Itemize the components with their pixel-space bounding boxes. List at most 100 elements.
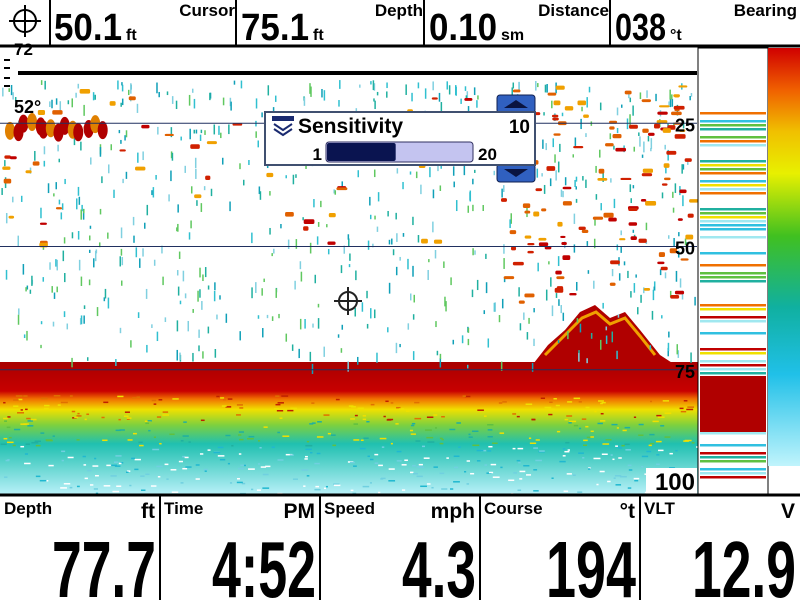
- sonar-speck: [269, 227, 271, 235]
- sonar-speck: [582, 176, 584, 181]
- bottom-speck: [156, 465, 163, 468]
- sonar-speck: [300, 271, 303, 282]
- fish-return: [678, 85, 688, 88]
- sonar-speck: [369, 196, 371, 206]
- bottom-speck: [117, 395, 124, 398]
- sonar-speck: [122, 178, 124, 184]
- sonar-speck: [257, 140, 259, 148]
- bottom-speck: [250, 488, 254, 491]
- sonar-speck: [444, 296, 446, 307]
- bottom-speck: [240, 464, 247, 467]
- bottom-speck: [290, 407, 297, 410]
- a-scope-band: [700, 220, 766, 223]
- bottom-speck: [487, 429, 493, 431]
- bottom-speck: [3, 417, 9, 420]
- sonar-speck: [175, 100, 178, 110]
- sonar-speck: [75, 92, 77, 98]
- sonar-speck: [80, 209, 82, 220]
- sonar-speck: [207, 326, 210, 334]
- bottom-speck: [572, 474, 576, 476]
- a-scope-band: [700, 420, 766, 424]
- bottom-speck: [526, 474, 532, 476]
- sonar-speck: [188, 232, 191, 240]
- fish-return: [609, 126, 615, 130]
- bottom-speck: [424, 429, 432, 431]
- bottom-value: 4:52: [212, 525, 316, 600]
- sensitivity-icon: [272, 116, 294, 137]
- sonar-speck: [4, 160, 6, 167]
- sonar-speck: [202, 351, 204, 359]
- bottom-speck: [633, 477, 640, 480]
- sonar-speck: [405, 84, 407, 95]
- sonar-speck: [677, 350, 680, 358]
- crosshair-icon: [9, 5, 41, 37]
- bottom-speck: [633, 416, 637, 419]
- bottom-speck: [577, 491, 583, 493]
- bottom-speck: [621, 444, 625, 447]
- sonar-speck: [613, 145, 615, 150]
- sonar-speck: [483, 310, 486, 315]
- sonar-speck: [99, 147, 102, 157]
- a-scope-band: [700, 348, 766, 351]
- sonar-speck: [372, 243, 374, 248]
- sonar-speck: [595, 165, 597, 173]
- bottom-speck: [25, 408, 28, 411]
- bottom-label: Depth: [4, 499, 52, 518]
- a-scope-band: [700, 376, 766, 380]
- bottom-speck: [611, 423, 618, 426]
- bottom-speck: [0, 443, 7, 446]
- sonar-speck: [501, 188, 503, 198]
- sonar-speck: [110, 144, 113, 151]
- sonar-speck: [312, 323, 314, 328]
- bottom-speck: [535, 439, 540, 441]
- sonar-speck: [412, 314, 415, 320]
- sonar-speck: [156, 331, 159, 342]
- sonar-speck: [373, 83, 376, 91]
- sonar-speck: [587, 270, 590, 274]
- sonar-speck: [287, 239, 290, 249]
- fish-return: [671, 111, 682, 116]
- sonar-speck: [424, 88, 427, 99]
- slider-max: 20: [478, 145, 497, 164]
- bottom-speck: [602, 443, 610, 445]
- a-scope-band: [700, 472, 766, 475]
- sonar-speck: [34, 150, 36, 161]
- top-value: 75.1: [241, 7, 309, 49]
- fish-return: [8, 215, 15, 219]
- sonar-speck: [586, 241, 589, 246]
- a-scope-band: [700, 120, 766, 123]
- sonar-speck: [372, 80, 375, 91]
- a-scope-band: [700, 380, 766, 384]
- sonar-speck: [103, 297, 106, 302]
- bottom-speck: [301, 469, 309, 471]
- sonar-speck: [585, 179, 587, 188]
- sonar-speck: [204, 130, 206, 135]
- sonar-speck: [630, 291, 632, 298]
- sonar-speck: [579, 323, 582, 333]
- sonar-speck: [446, 81, 449, 90]
- sonar-speck: [580, 118, 582, 130]
- bottom-speck: [427, 441, 435, 443]
- sonar-speck: [395, 266, 398, 276]
- sonar-speck: [412, 265, 414, 277]
- sonar-speck: [664, 272, 667, 279]
- sonar-speck: [668, 101, 670, 106]
- sonar-speck: [573, 213, 576, 224]
- bottom-speck: [171, 491, 179, 493]
- bottom-speck: [262, 487, 270, 489]
- fish-return: [624, 90, 632, 95]
- bottom-speck: [180, 440, 184, 442]
- bottom-speck: [563, 490, 569, 493]
- a-scope-band: [700, 360, 766, 363]
- sonar-speck: [575, 281, 578, 291]
- fish-return: [662, 128, 671, 133]
- fish-return: [52, 110, 63, 115]
- bottom-speck: [333, 483, 340, 485]
- sonar-speck: [585, 133, 587, 138]
- bottom-speck: [476, 460, 481, 462]
- sonar-speck: [343, 245, 346, 254]
- sonar-speck: [673, 122, 675, 127]
- bottom-speck: [309, 423, 314, 425]
- sonar-speck: [395, 342, 398, 354]
- fish-return: [687, 213, 694, 218]
